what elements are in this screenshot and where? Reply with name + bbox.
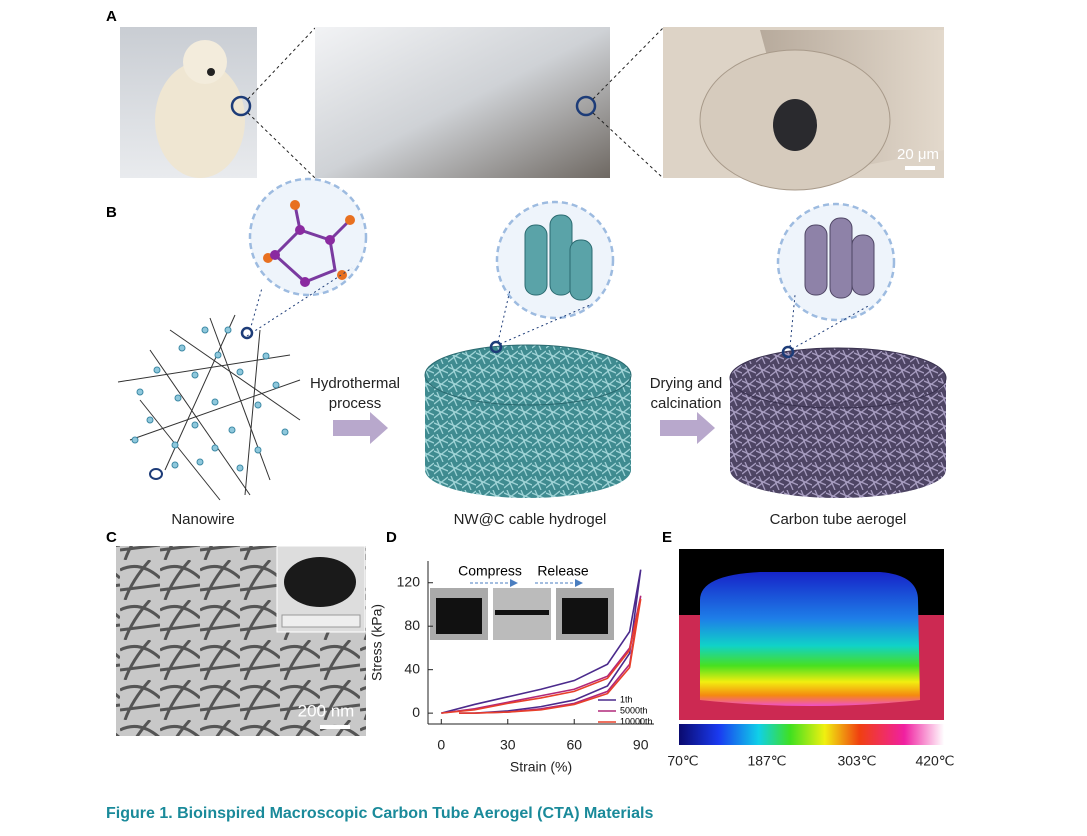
hydrogel-top (424, 344, 632, 406)
x-tick-label: 60 (566, 737, 582, 753)
curve (441, 598, 642, 714)
atoms (270, 225, 335, 287)
aerogel-top (729, 347, 947, 409)
step-label: process (329, 395, 382, 412)
caption: Figure 1. Bioinspired Macroscopic Carbon… (106, 805, 653, 822)
y-tick-label: 80 (404, 617, 420, 633)
bear (155, 62, 245, 178)
y-tick-label: 40 (404, 660, 420, 676)
sample (436, 598, 482, 634)
stage-label: Nanowire (171, 511, 234, 528)
panel-c: 200 nm (116, 545, 366, 736)
hydrogel (425, 375, 631, 498)
zoom-bubble (248, 177, 368, 297)
stage-label: Carbon tube aerogel (770, 511, 907, 528)
x-axis-label: Strain (%) (510, 759, 572, 775)
zoom-circle (149, 468, 163, 480)
colorbar-label: 420℃ (915, 753, 954, 769)
x-tick-label: 90 (633, 737, 649, 753)
zoom-line (592, 27, 664, 179)
zoom-circle (240, 326, 254, 340)
zoom-circle (230, 95, 252, 117)
nanoparticles (131, 326, 289, 472)
bear-nose (207, 68, 215, 76)
sample (562, 598, 608, 634)
nanowires (117, 314, 301, 501)
panel-b: Hydrothermal process Drying and calcinat… (117, 177, 947, 528)
panel-e: 70℃ 187℃ 303℃ 420℃ (667, 549, 955, 769)
panel-label: B (106, 204, 117, 221)
zoom-line (247, 27, 316, 179)
tube-hole (773, 99, 817, 151)
step-label: calcination (651, 395, 722, 412)
legend-label: 5000th (620, 705, 648, 715)
stage-label: NW@C cable hydrogel (454, 511, 607, 528)
zoom-circle (781, 345, 795, 359)
legend-label: 10000th (620, 716, 653, 726)
colorbar-label: 187℃ (747, 753, 786, 769)
panel-d-insets: Compress Release (430, 563, 614, 640)
curve (441, 569, 642, 714)
atoms (263, 200, 355, 280)
cables (524, 214, 593, 301)
y-tick-label: 0 (412, 704, 420, 720)
annotation: Release (537, 563, 589, 579)
arrow (333, 412, 388, 444)
y-axis-label: Stress (kPa) (369, 604, 385, 681)
aerogel-disk (284, 557, 356, 607)
thermal-sample (700, 572, 920, 706)
colorbar-label: 303℃ (837, 753, 876, 769)
sample (495, 610, 549, 615)
panel-label: C (106, 529, 117, 546)
colorbar (679, 724, 944, 745)
aerogel (730, 378, 946, 498)
legend-label: 1th (620, 694, 633, 704)
zoom-line (497, 289, 871, 350)
panel-label: A (106, 8, 117, 25)
scale-label: 200 nm (298, 701, 355, 720)
step-label: Drying and (650, 375, 723, 392)
arrowhead (510, 579, 583, 587)
colorbar-label: 70℃ (667, 753, 698, 769)
x-tick-label: 30 (500, 737, 516, 753)
arrow (660, 412, 715, 444)
ruler (281, 614, 361, 628)
annotation: Compress (458, 563, 522, 579)
panel-label: E (662, 529, 672, 546)
fur-photo (315, 27, 610, 178)
zoom-line (246, 267, 353, 337)
x-tick-label: 0 (437, 737, 445, 753)
bear-head (183, 40, 227, 84)
zoom-circle (575, 95, 597, 117)
tubes (804, 217, 875, 299)
panel-label: D (386, 529, 397, 546)
y-tick-label: 120 (397, 573, 421, 589)
step-label: Hydrothermal (310, 375, 400, 392)
panel-a: 20 μm (120, 27, 944, 191)
scale-label: 20 μm (897, 146, 939, 163)
zoom-circle (489, 340, 503, 354)
